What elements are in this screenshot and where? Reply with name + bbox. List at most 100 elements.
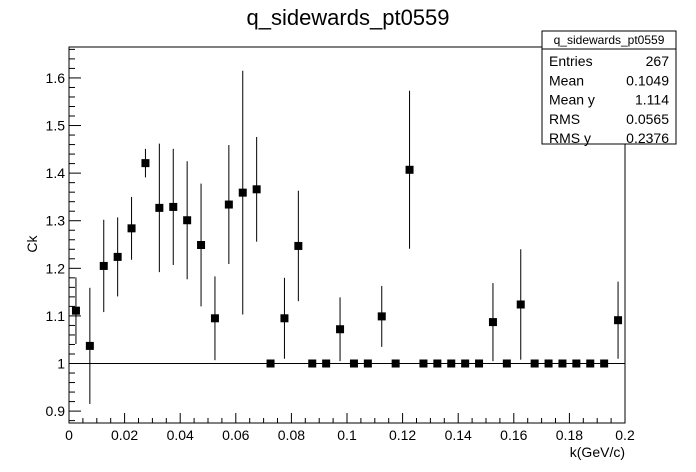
stats-row-label: Mean y (549, 92, 595, 108)
data-point (127, 196, 136, 260)
data-point (600, 359, 609, 368)
x-axis: 0 0.02 0.04 0.06 0.08 0.1 0.12 0.14 0.16 0.18 0.2 (65, 413, 635, 443)
stats-row-label: Mean (549, 72, 584, 88)
data-point (530, 359, 539, 368)
data-point (461, 359, 470, 368)
point-marker (544, 359, 553, 368)
x-tick-label: 0.14 (445, 427, 472, 443)
point-marker (183, 216, 192, 225)
stats-row-value: 267 (646, 53, 670, 69)
point-marker (141, 159, 150, 168)
stats-row-value: 0.1049 (626, 72, 669, 88)
data-point (475, 359, 484, 368)
y-tick-label: 1.1 (46, 308, 66, 324)
x-tick-label: 0.12 (389, 427, 416, 443)
point-marker (447, 359, 456, 368)
point-marker (85, 341, 94, 350)
point-marker (558, 359, 567, 368)
data-point (280, 277, 289, 359)
y-tick-label: 1.5 (46, 118, 66, 134)
data-point (238, 70, 247, 315)
stats-row-label: RMS y (549, 130, 591, 146)
data-point (113, 217, 122, 297)
point-marker (197, 240, 206, 249)
data-point (447, 359, 456, 368)
y-axis-label: Ck (24, 234, 40, 252)
data-point (224, 145, 233, 265)
y-tick-label: 1.4 (46, 165, 66, 181)
data-point (210, 276, 219, 361)
y-tick-label: 0.9 (46, 403, 66, 419)
data-point (363, 359, 372, 368)
data-point (405, 90, 414, 249)
x-tick-label: 0.04 (167, 427, 194, 443)
data-point (141, 148, 150, 178)
point-marker (572, 359, 581, 368)
point-marker (502, 359, 511, 368)
data-point (391, 359, 400, 368)
point-marker (363, 359, 372, 368)
data-point (183, 161, 192, 280)
y-tick-label: 1.2 (46, 260, 66, 276)
x-tick-label: 0.2 (615, 427, 635, 443)
data-point (614, 281, 623, 359)
data-point (252, 136, 261, 242)
data-point (349, 359, 358, 368)
data-point (99, 219, 108, 313)
point-marker (586, 359, 595, 368)
stats-rows: Entries 267 Mean 0.1049 Mean y 1.114 RMS 0.0565… (549, 53, 669, 146)
point-marker (155, 203, 164, 212)
data-point (294, 190, 303, 302)
data-point (433, 359, 442, 368)
x-tick-label: 0.06 (222, 427, 249, 443)
stats-box: q_sidewards_pt0559 Entries 267 Mean 0.1049 M… (541, 30, 677, 146)
point-marker (71, 306, 80, 315)
point-marker (488, 318, 497, 327)
x-tick-label: 0.18 (556, 427, 583, 443)
point-marker (336, 325, 345, 334)
x-tick-label: 0.1 (337, 427, 357, 443)
point-marker (238, 188, 247, 197)
point-marker (475, 359, 484, 368)
data-points (71, 70, 623, 404)
data-point (558, 359, 567, 368)
data-point (488, 283, 497, 362)
point-marker (113, 252, 122, 261)
point-marker (600, 359, 609, 368)
y-axis: 0.9 1 1.1 1.2 1.3 1.4 1.5 1.6 (46, 48, 81, 422)
data-point (197, 183, 206, 307)
stats-row-value: 0.2376 (626, 130, 669, 146)
data-point (586, 359, 595, 368)
point-marker (405, 165, 414, 174)
y-tick-label: 1.6 (46, 70, 66, 86)
point-marker (419, 359, 428, 368)
data-point (516, 249, 525, 360)
data-point (336, 297, 345, 362)
data-point (169, 148, 178, 265)
point-marker (280, 314, 289, 323)
stats-row-label: RMS (549, 111, 580, 127)
x-tick-label: 0 (65, 427, 73, 443)
data-point (572, 359, 581, 368)
point-marker (322, 359, 331, 368)
point-marker (516, 300, 525, 309)
data-point (308, 359, 317, 368)
data-point (155, 143, 164, 273)
point-marker (99, 261, 108, 270)
x-tick-label: 0.16 (500, 427, 527, 443)
point-marker (349, 359, 358, 368)
data-point (322, 359, 331, 368)
point-marker (530, 359, 539, 368)
x-tick-label: 0.08 (278, 427, 305, 443)
point-marker (127, 224, 136, 233)
data-point (266, 359, 275, 368)
data-point (502, 359, 511, 368)
stats-row-label: Entries (549, 53, 593, 69)
point-marker (294, 241, 303, 250)
point-marker (614, 316, 623, 325)
y-tick-label: 1 (57, 356, 65, 372)
chart-title: q_sidewards_pt0559 (246, 5, 449, 30)
point-marker (169, 202, 178, 211)
x-tick-label: 0.02 (111, 427, 138, 443)
